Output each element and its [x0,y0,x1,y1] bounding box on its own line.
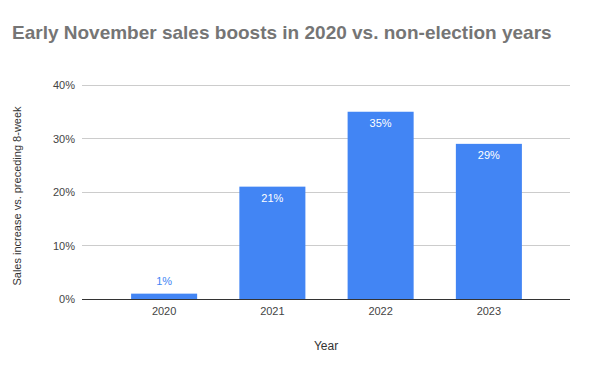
y-tick-label: 0% [59,293,75,305]
data-label: 29% [478,149,500,161]
x-tick-label: 2023 [477,305,501,317]
x-tick-label: 2020 [152,305,176,317]
data-label: 35% [370,117,392,129]
bar [131,294,197,299]
y-tick-label: 30% [53,133,75,145]
grid-line [82,85,570,86]
bars [131,112,522,299]
bar [348,112,414,299]
y-tick-label: 20% [53,186,75,198]
bar [456,144,522,299]
data-label: 1% [156,275,172,287]
chart-title: Early November sales boosts in 2020 vs. … [12,19,562,47]
bar [239,187,305,299]
x-axis-label: Year [314,339,338,353]
x-tick-label: 2022 [368,305,392,317]
chart: 0% 10% 20% 30% 40% 1% 21% 35% 29% 2020 2021 2022 202… [0,0,600,371]
grid-line [82,138,570,139]
y-tick-label: 10% [53,240,75,252]
y-tick-label: 40% [53,79,75,91]
y-axis-label: Sales increase vs. preceding 8-week [11,106,23,286]
data-label: 21% [261,192,283,204]
x-tick-label: 2021 [260,305,284,317]
